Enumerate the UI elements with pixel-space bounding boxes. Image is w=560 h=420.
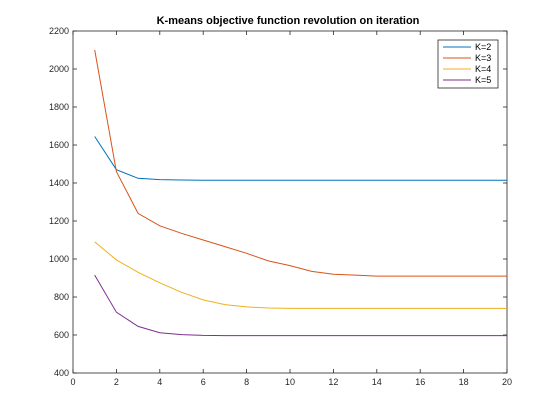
x-tick-label: 18 <box>459 377 469 387</box>
legend-label: K=4 <box>475 64 491 74</box>
y-tick-label: 2000 <box>49 64 69 74</box>
y-tick-label: 1000 <box>49 254 69 264</box>
x-tick-label: 4 <box>157 377 162 387</box>
y-tick-label: 400 <box>54 368 69 378</box>
y-tick-label: 1600 <box>49 140 69 150</box>
x-tick-label: 16 <box>415 377 425 387</box>
axes-box <box>72 30 508 374</box>
y-tick-label: 1400 <box>49 178 69 188</box>
y-tick-label: 2200 <box>49 26 69 36</box>
legend-label: K=3 <box>475 53 491 63</box>
series-line-k-4 <box>94 241 507 309</box>
y-tick-label: 800 <box>54 292 69 302</box>
series-line-k-3 <box>94 49 507 277</box>
legend-label: K=5 <box>475 75 491 85</box>
legend-label: K=2 <box>475 42 491 52</box>
plot-area: 0 2 4 6 8 10 12 14 16 18 20 400 600 800 1000 1200 1400 16… <box>49 26 512 387</box>
x-tick-label: 2 <box>114 377 119 387</box>
y-tick-label: 1200 <box>49 216 69 226</box>
series-line-k-2 <box>94 136 507 181</box>
x-tick-label: 12 <box>328 377 338 387</box>
x-tick-label: 6 <box>201 377 206 387</box>
y-tick-label: 600 <box>54 330 69 340</box>
x-tick-label: 10 <box>285 377 295 387</box>
chart-title: K-means objective function revolution on… <box>157 15 420 27</box>
series-line-k-5 <box>94 274 507 337</box>
x-tick-label: 8 <box>244 377 249 387</box>
x-tick-label: 0 <box>70 377 75 387</box>
y-tick-label: 1800 <box>49 102 69 112</box>
x-tick-label: 20 <box>502 377 512 387</box>
x-tick-label: 14 <box>372 377 382 387</box>
